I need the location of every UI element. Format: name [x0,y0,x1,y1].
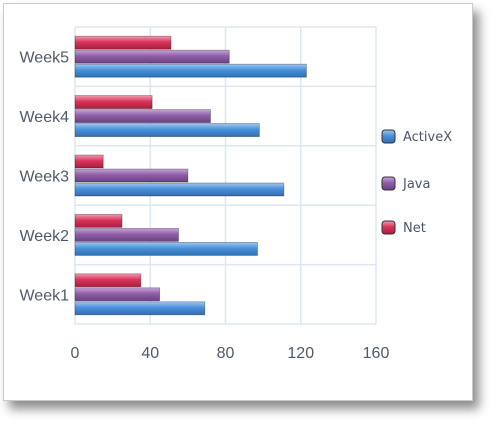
legend-swatch-java[interactable] [381,176,396,191]
legend-swatch-activex[interactable] [381,129,396,144]
bars [74,35,307,316]
chart-card: Week1 Week2 Week3 Week4 Week5 0 40 80 120 160 Ac… [3,3,473,401]
x-tick-label: 160 [363,345,390,362]
legend-label-activex[interactable]: ActiveX [403,130,452,145]
bar-activex-week3[interactable] [74,182,285,197]
bar-java-week4[interactable] [74,109,211,123]
bar-java-week2[interactable] [74,227,179,242]
bar-java-week3[interactable] [74,168,189,183]
legend-label-java[interactable]: Java [402,177,430,192]
x-tick-labels: 0 40 80 120 160 [71,345,390,362]
x-tick-label: 120 [287,345,314,362]
bar-net-week3[interactable] [74,154,104,169]
x-tick-label: 40 [141,345,159,362]
y-tick-label: Week4 [19,109,69,126]
x-tick-label: 0 [71,345,80,362]
bar-net-week1[interactable] [74,273,142,288]
bar-activex-week1[interactable] [74,301,206,316]
bar-java-week5[interactable] [74,49,230,64]
bar-net-week5[interactable] [74,35,172,50]
legend-swatch-net[interactable] [381,220,396,235]
y-tick-labels: Week1 Week2 Week3 Week4 Week5 [19,50,69,305]
legend-label-net[interactable]: Net [403,221,426,236]
bar-net-week4[interactable] [74,95,153,109]
bar-net-week2[interactable] [74,213,123,228]
x-tick-label: 80 [217,345,235,362]
y-tick-label: Week2 [19,228,69,245]
y-tick-label: Week3 [19,169,69,186]
y-tick-label: Week1 [19,287,69,304]
bar-activex-week5[interactable] [74,63,307,78]
y-tick-label: Week5 [19,50,69,67]
bar-chart: Week1 Week2 Week3 Week4 Week5 0 40 80 120 160 Ac… [19,26,452,362]
bar-activex-week4[interactable] [74,123,260,137]
bar-java-week1[interactable] [74,287,161,302]
legend[interactable]: ActiveX Java Net [381,129,452,236]
bar-activex-week2[interactable] [74,241,258,256]
